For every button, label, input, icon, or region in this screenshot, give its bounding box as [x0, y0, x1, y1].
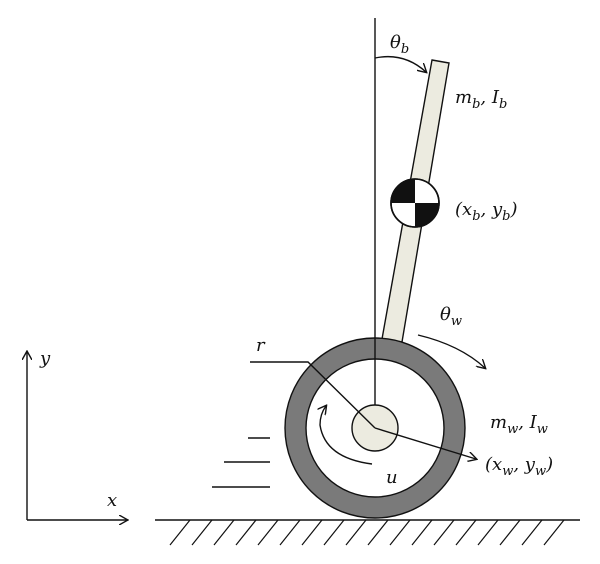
- hatch-line: [411, 519, 433, 546]
- body-position-label: (xb, yb): [455, 199, 518, 224]
- torque-arc: [320, 406, 373, 465]
- hatch-line: [235, 519, 257, 546]
- theta-w-arc: [417, 334, 485, 368]
- hatch-line: [543, 519, 565, 546]
- hatch-line: [191, 519, 213, 546]
- radius-line: [250, 361, 376, 429]
- coordinate-axes: [27, 352, 127, 520]
- theta-w-label: θw: [440, 304, 462, 329]
- hatch-line: [367, 519, 389, 546]
- hatch-line: [477, 519, 499, 546]
- hatch-line: [279, 519, 301, 546]
- body-mass-inertia-label: mb, Ib: [455, 87, 507, 112]
- theta-b-arc: [374, 55, 426, 72]
- radius-label: r: [256, 335, 266, 356]
- center-of-mass-symbol: [390, 178, 440, 228]
- motion-lines: [212, 437, 270, 488]
- hatch-line: [433, 519, 455, 546]
- axis-y-label: y: [39, 348, 51, 369]
- axis-x-label: x: [107, 490, 117, 511]
- hatch-line: [499, 519, 521, 546]
- hatch-line: [257, 519, 279, 546]
- wheel-mass-inertia-label: mw, Iw: [490, 412, 548, 437]
- wheel-position-label: (xw, yw): [485, 454, 553, 479]
- theta-b-label: θb: [390, 32, 409, 57]
- hatch-line: [213, 519, 235, 546]
- ground: [155, 519, 580, 546]
- ground-hatching: [169, 519, 565, 546]
- hatch-line: [389, 519, 411, 546]
- hatch-line: [169, 519, 191, 546]
- hatch-line: [521, 519, 543, 546]
- wheel-position-arrow: [374, 427, 476, 459]
- hatch-line: [323, 519, 345, 546]
- torque-label: u: [386, 467, 398, 488]
- hatch-line: [301, 519, 323, 546]
- hatch-line: [345, 519, 367, 546]
- hatch-line: [455, 519, 477, 546]
